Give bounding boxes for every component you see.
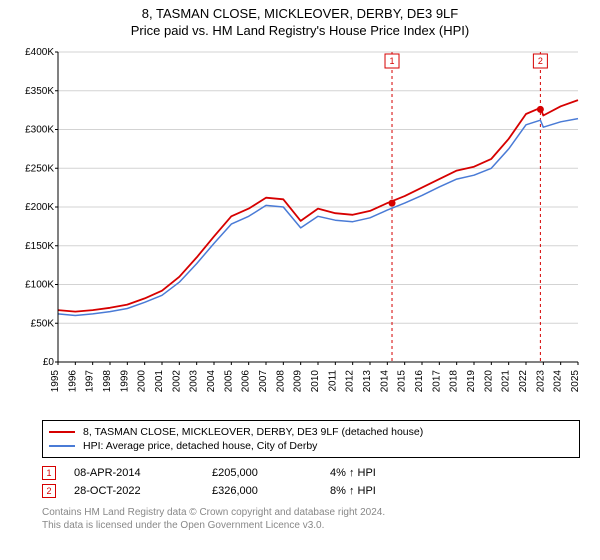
svg-text:£200K: £200K [25,202,54,213]
svg-text:2018: 2018 [449,370,460,393]
svg-text:2013: 2013 [362,370,373,393]
legend-item: 8, TASMAN CLOSE, MICKLEOVER, DERBY, DE3 … [49,425,573,439]
svg-text:2007: 2007 [258,370,269,393]
svg-text:1996: 1996 [67,370,78,393]
chart-title-line2: Price paid vs. HM Land Registry's House … [0,21,600,42]
sale-date: 08-APR-2014 [74,467,194,479]
svg-text:2012: 2012 [345,370,356,393]
legend-item: HPI: Average price, detached house, City… [49,439,573,453]
svg-text:1997: 1997 [85,370,96,393]
legend-label: HPI: Average price, detached house, City… [83,440,317,452]
price-chart: £0 £50K £100K £150K £200K £250K £300K £350K £400… [18,42,588,412]
svg-text:2008: 2008 [275,370,286,393]
svg-text:2023: 2023 [535,370,546,393]
svg-text:2002: 2002 [171,370,182,393]
footnote: Contains HM Land Registry data © Crown c… [42,506,600,532]
svg-text:1995: 1995 [50,370,61,393]
svg-text:2019: 2019 [466,370,477,393]
svg-text:2024: 2024 [553,370,564,393]
chart-area: £0 £50K £100K £150K £200K £250K £300K £350K £400… [18,42,588,412]
svg-text:1999: 1999 [119,370,130,393]
svg-text:2004: 2004 [206,370,217,393]
sale-row: 1 08-APR-2014 £205,000 4% ↑ HPI [42,464,600,482]
legend: 8, TASMAN CLOSE, MICKLEOVER, DERBY, DE3 … [42,420,580,458]
svg-text:1: 1 [390,56,395,66]
sale-date: 28-OCT-2022 [74,485,194,497]
svg-text:£350K: £350K [25,86,54,97]
sale-row: 2 28-OCT-2022 £326,000 8% ↑ HPI [42,482,600,500]
svg-text:2005: 2005 [223,370,234,393]
svg-text:2: 2 [538,56,543,66]
svg-text:2025: 2025 [570,370,581,393]
legend-swatch [49,445,75,447]
legend-label: 8, TASMAN CLOSE, MICKLEOVER, DERBY, DE3 … [83,426,423,438]
svg-text:2016: 2016 [414,370,425,393]
svg-text:2014: 2014 [379,370,390,393]
svg-text:2011: 2011 [327,370,338,392]
svg-text:£300K: £300K [25,125,54,136]
chart-container: 8, TASMAN CLOSE, MICKLEOVER, DERBY, DE3 … [0,0,600,560]
sale-price: £205,000 [212,467,312,479]
svg-text:1998: 1998 [102,370,113,393]
sale-hpi: 8% ↑ HPI [330,485,420,497]
sale-badge: 1 [42,466,56,480]
legend-swatch [49,431,75,433]
chart-title-line1: 8, TASMAN CLOSE, MICKLEOVER, DERBY, DE3 … [0,0,600,21]
svg-text:£100K: £100K [25,280,54,291]
svg-text:£150K: £150K [25,241,54,252]
svg-text:2006: 2006 [241,370,252,393]
svg-text:2017: 2017 [431,370,442,393]
svg-text:2000: 2000 [137,370,148,393]
footnote-line1: Contains HM Land Registry data © Crown c… [42,506,600,519]
footnote-line2: This data is licensed under the Open Gov… [42,519,600,532]
svg-text:2001: 2001 [154,370,165,393]
svg-text:2021: 2021 [501,370,512,393]
sale-badge: 2 [42,484,56,498]
sale-hpi: 4% ↑ HPI [330,467,420,479]
svg-text:£250K: £250K [25,163,54,174]
svg-text:2022: 2022 [518,370,529,393]
svg-text:2009: 2009 [293,370,304,393]
svg-text:£400K: £400K [25,47,54,58]
svg-text:2020: 2020 [483,370,494,393]
sales-table: 1 08-APR-2014 £205,000 4% ↑ HPI 2 28-OCT-2022… [42,464,600,500]
sale-price: £326,000 [212,485,312,497]
svg-text:£0: £0 [43,357,55,368]
svg-text:2010: 2010 [310,370,321,393]
svg-text:2015: 2015 [397,370,408,393]
svg-text:£50K: £50K [31,318,55,329]
svg-text:2003: 2003 [189,370,200,393]
